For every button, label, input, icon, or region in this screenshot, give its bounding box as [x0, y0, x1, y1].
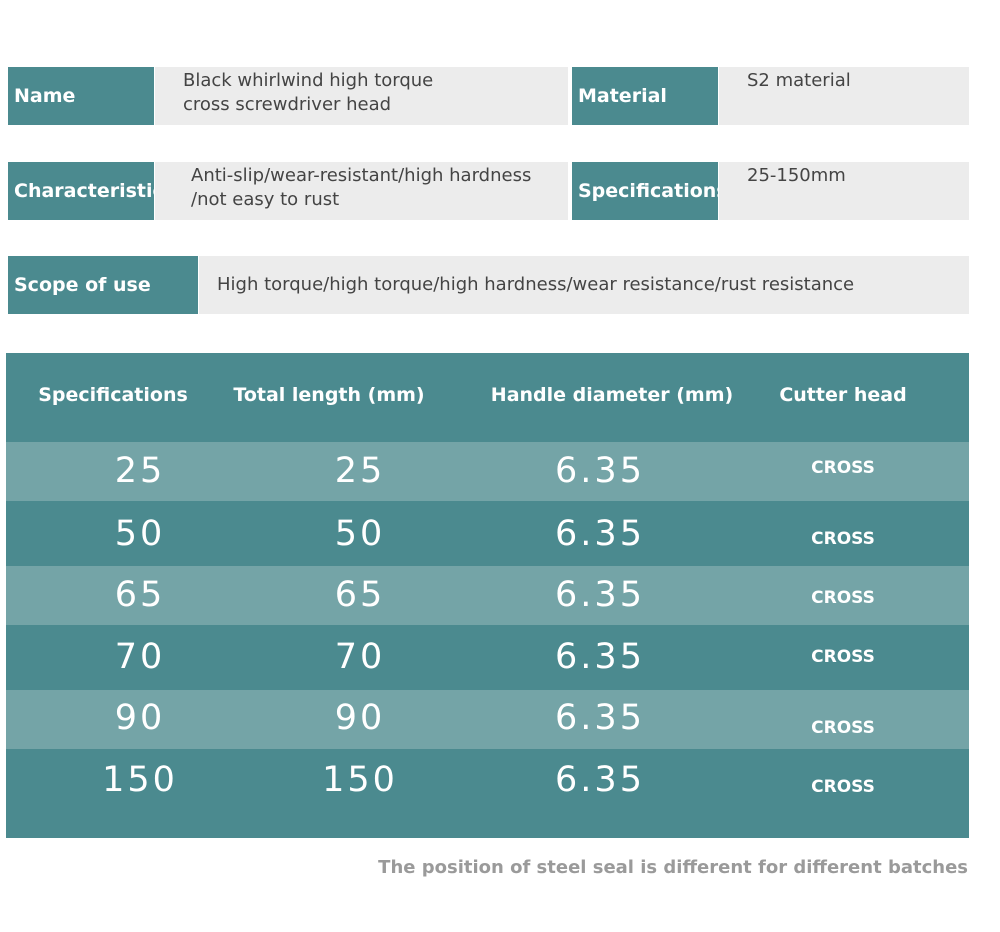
table-row-bg [6, 690, 969, 749]
footnote: The position of steel seal is different … [378, 857, 968, 878]
table-cell: 25 [334, 451, 386, 491]
info-label: Characteristic [8, 162, 164, 220]
table-cell: 6.35 [555, 451, 645, 491]
info-label: Scope of use [8, 256, 198, 314]
table-header: Specifications [38, 384, 188, 406]
table-cell: CROSS [811, 529, 875, 549]
info-value: S2 material [719, 67, 969, 125]
table-cell: 6.35 [555, 698, 645, 738]
table-cell: 25 [114, 451, 166, 491]
table-cell: CROSS [811, 647, 875, 667]
info-value: 25-150mm [719, 162, 969, 220]
table-row-bg [6, 501, 969, 566]
table-cell: 90 [114, 698, 166, 738]
table-header-bg [6, 353, 969, 442]
table-cell: 50 [334, 514, 386, 554]
table-cell: 65 [334, 575, 386, 615]
info-label: Specifications [572, 162, 728, 220]
table-row-bg [6, 566, 969, 625]
table-cell: 150 [102, 760, 178, 800]
table-cell: 6.35 [555, 514, 645, 554]
table-cell: 150 [322, 760, 398, 800]
table-cell: 6.35 [555, 575, 645, 615]
table-cell: 6.35 [555, 637, 645, 677]
table-row-bg [6, 749, 969, 838]
info-value: Anti-slip/wear-resistant/high hardness /… [155, 162, 568, 220]
table-cell: 65 [114, 575, 166, 615]
table-cell: CROSS [811, 718, 875, 738]
table-cell: 90 [334, 698, 386, 738]
table-cell: 50 [114, 514, 166, 554]
table-cell: CROSS [811, 458, 875, 478]
info-label: Name [8, 67, 154, 125]
table-cell: 70 [334, 637, 386, 677]
info-label: Material [572, 67, 718, 125]
table-header: Cutter head [779, 384, 907, 406]
table-header: Handle diameter (mm) [490, 384, 734, 406]
table-cell: CROSS [811, 588, 875, 608]
table-cell: 70 [114, 637, 166, 677]
info-value: High torque/high torque/high hardness/we… [199, 256, 969, 314]
table-row-bg [6, 442, 969, 501]
table-cell: CROSS [811, 777, 875, 797]
table-cell: 6.35 [555, 760, 645, 800]
info-value: Black whirlwind high torque cross screwd… [155, 67, 568, 125]
table-header: Total length (mm) [233, 384, 425, 406]
table-row-bg [6, 625, 969, 690]
